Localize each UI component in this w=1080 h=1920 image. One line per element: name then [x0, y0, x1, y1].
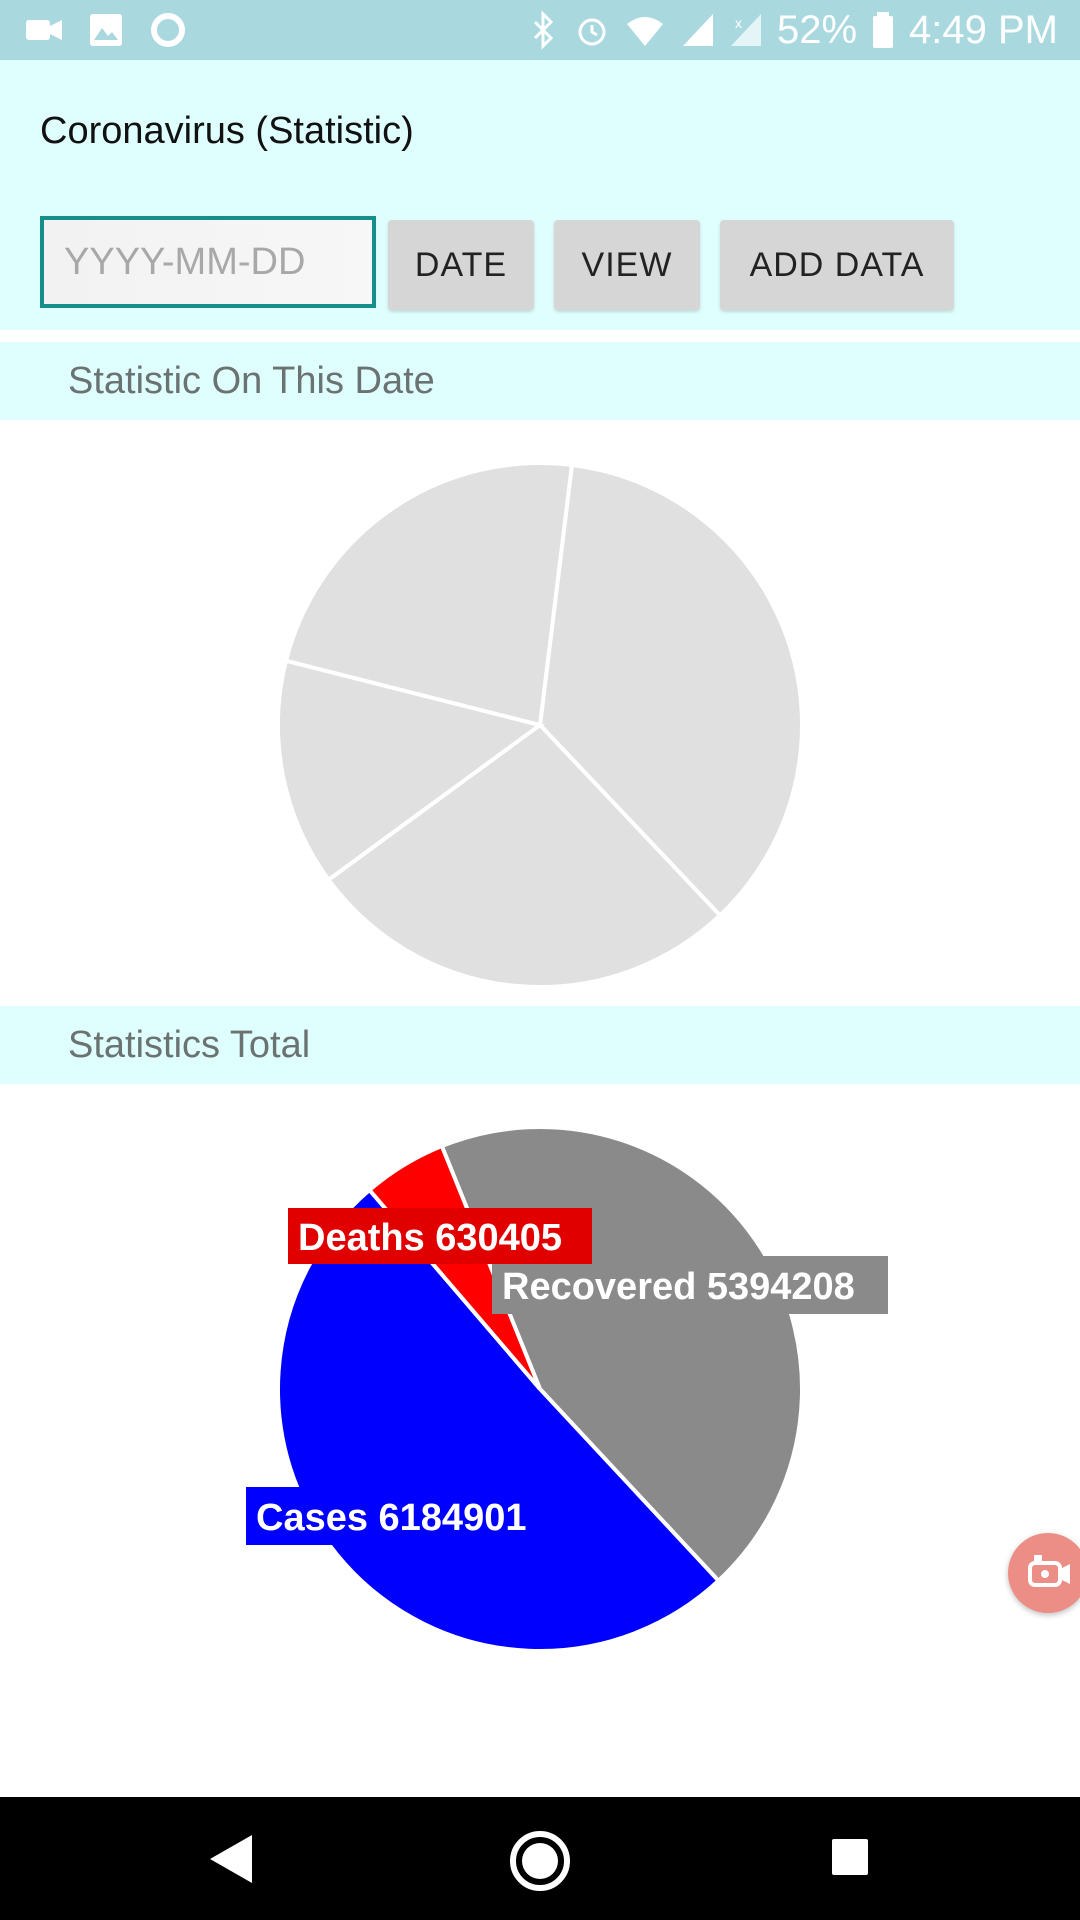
image-icon: [90, 14, 122, 46]
battery-icon: [873, 12, 894, 48]
status-bar: x 52% 4:49 PM: [0, 0, 1080, 60]
floating-record-button[interactable]: [1008, 1533, 1080, 1613]
video-icon: [26, 20, 62, 40]
circle-icon: [151, 13, 185, 47]
pie-chart-on-date: [276, 461, 804, 989]
section-total: Statistics Total: [0, 1006, 1080, 1084]
wifi-icon: [626, 17, 663, 46]
date-input[interactable]: [40, 216, 376, 308]
slice-label-2: Deaths 630405: [298, 1217, 562, 1259]
pie-chart-total: Recovered 5394208 Cases 6184901 Deaths 630…: [246, 1125, 888, 1653]
pie-slice-deaths: [366, 1143, 542, 1391]
battery-percent: 52%: [776, 8, 858, 52]
signal-icon: [682, 14, 713, 46]
add-data-button[interactable]: ADD DATA: [720, 220, 954, 310]
pie-slice-2: [276, 658, 545, 883]
pie-slice-0: [537, 462, 804, 919]
date-button[interactable]: DATE: [388, 220, 534, 310]
pie-slice-3: [283, 461, 575, 728]
section-on-date: Statistic On This Date: [0, 342, 1080, 420]
alarm-icon: [578, 18, 606, 46]
slice-label-bg-0: [492, 1256, 888, 1314]
navigation-bar: [0, 1797, 1080, 1920]
slice-label-1: Cases 6184901: [256, 1497, 526, 1539]
section-title-on-date: Statistic On This Date: [68, 360, 435, 402]
section-title-total: Statistics Total: [68, 1024, 311, 1066]
clock: 4:49 PM: [909, 8, 1058, 52]
signal-x-icon: x: [730, 14, 761, 46]
view-button[interactable]: VIEW: [554, 220, 700, 310]
svg-text:x: x: [735, 15, 742, 31]
slice-label-0: Recovered 5394208: [502, 1266, 855, 1308]
recents-icon[interactable]: [830, 1837, 870, 1877]
home-icon[interactable]: [508, 1829, 572, 1893]
pie-slice-1: [325, 722, 723, 989]
slice-label-bg-1: [246, 1487, 571, 1545]
slice-label-bg-2: [288, 1208, 592, 1264]
bluetooth-icon: [533, 10, 554, 50]
camera-icon: [1028, 1555, 1070, 1587]
back-icon[interactable]: [206, 1833, 256, 1885]
app-title: Coronavirus (Statistic): [40, 110, 414, 152]
